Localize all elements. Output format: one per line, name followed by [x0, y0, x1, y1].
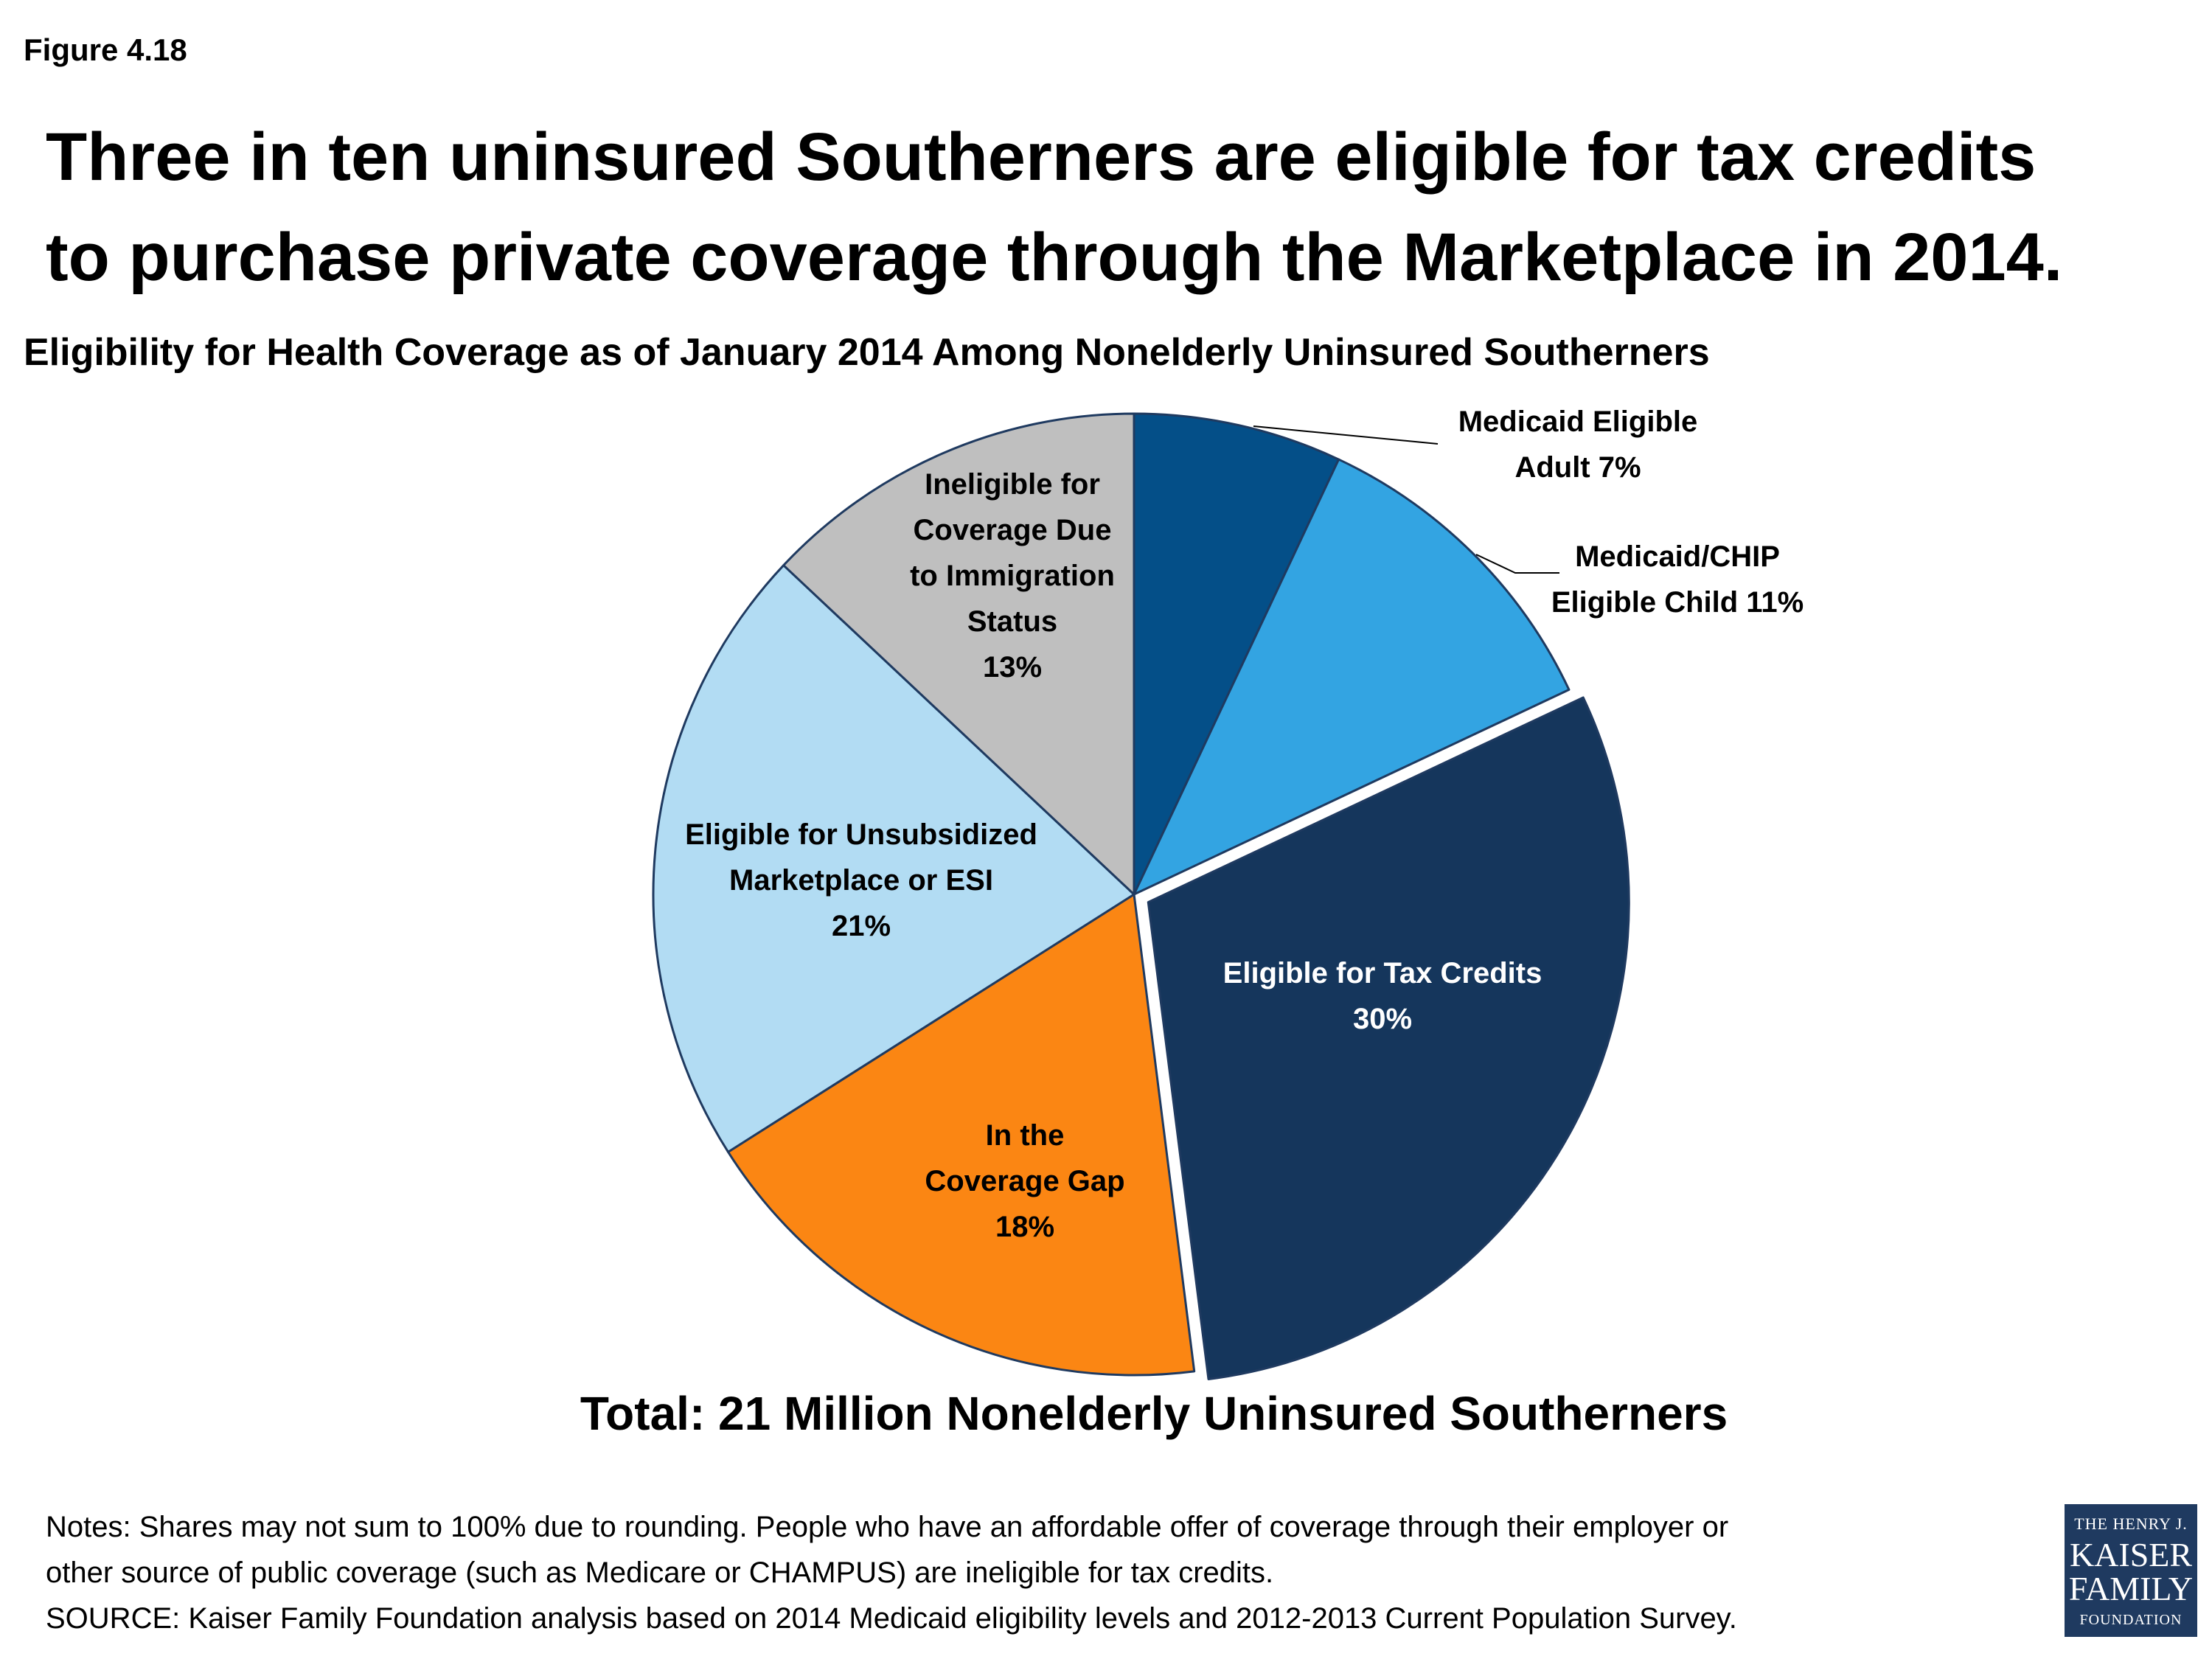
slice-label-unsubsidized: Eligible for Unsubsidized Marketplace or … — [685, 818, 1037, 942]
chart-total-label: Total: 21 Million Nonelderly Uninsured S… — [580, 1387, 1728, 1440]
source-line: SOURCE: Kaiser Family Foundation analysi… — [46, 1602, 1737, 1635]
notes-line-1: Notes: Shares may not sum to 100% due to… — [46, 1511, 1729, 1543]
slice-label-line: 21% — [832, 910, 891, 942]
figure-label: Figure 4.18 — [24, 32, 187, 67]
pie-slice-medicaid-child — [1133, 458, 1571, 896]
slice-label-line: Status — [967, 605, 1057, 638]
slice-label-tax-credits: Eligible for Tax Credits 30% — [1223, 957, 1543, 1035]
chart-title: Eligibility for Health Coverage as of Ja… — [24, 331, 1710, 374]
slice-label-line: Marketplace or ESI — [729, 864, 993, 897]
kff-logo: THE HENRY J. KAISER FAMILY FOUNDATION — [2065, 1504, 2197, 1637]
slice-label-coverage-gap: In the Coverage Gap 18% — [925, 1119, 1124, 1243]
pie-slice-coverage-gap — [726, 893, 1196, 1377]
slice-label-line: Coverage Due — [914, 514, 1112, 546]
slice-label-line: Ineligible for — [925, 468, 1100, 501]
slice-label-line: to Immigration — [910, 560, 1115, 592]
leader-line-medicaid-child — [1475, 554, 1559, 574]
title-line-2: to purchase private coverage through the… — [46, 220, 2063, 295]
pie-slice-medicaid-adult — [1133, 412, 1340, 896]
logo-line-1: THE HENRY J. — [2074, 1514, 2188, 1533]
pie-slice-unsubsidized — [652, 564, 1135, 1153]
slice-label-line: Medicaid/CHIP — [1575, 540, 1780, 573]
slice-label-line: 13% — [983, 651, 1042, 684]
logo-line-2: KAISER — [2069, 1536, 2193, 1573]
pie-slice-immigration — [782, 412, 1135, 896]
slice-label-line: Eligible for Unsubsidized — [685, 818, 1037, 851]
slice-labels: Medicaid Eligible Adult 7% Medicaid/CHIP El… — [685, 406, 1804, 1243]
slice-label-line: In the — [986, 1119, 1065, 1152]
logo-line-4: FOUNDATION — [2079, 1612, 2183, 1628]
slice-label-line: 30% — [1353, 1003, 1412, 1035]
slice-label-immigration: Ineligible for Coverage Due to Immigration… — [910, 468, 1115, 684]
slice-label-line: Eligible for Tax Credits — [1223, 957, 1543, 990]
title-line-1: Three in ten uninsured Southerners are e… — [46, 119, 2037, 195]
slice-label-line: 18% — [995, 1211, 1054, 1243]
slice-label-line: Eligible Child 11% — [1551, 586, 1804, 619]
leader-line-medicaid-adult — [1253, 425, 1439, 445]
logo-line-3: FAMILY — [2068, 1570, 2194, 1607]
notes-line-2: other source of public coverage (such as… — [46, 1557, 1274, 1589]
slice-label-line: Coverage Gap — [925, 1165, 1124, 1197]
page-title: Three in ten uninsured Southerners are e… — [46, 107, 2184, 307]
slice-label-line: Adult 7% — [1514, 451, 1641, 484]
pie-slice-tax-credits — [1147, 696, 1630, 1380]
leader-lines — [1253, 425, 1559, 574]
slice-label-line: Medicaid Eligible — [1458, 406, 1698, 438]
slice-label-medicaid-adult: Medicaid Eligible Adult 7% — [1458, 406, 1698, 484]
pie-slices — [652, 412, 1630, 1380]
slice-label-medicaid-child: Medicaid/CHIP Eligible Child 11% — [1551, 540, 1804, 619]
notes-block: Notes: Shares may not sum to 100% due to… — [46, 1504, 2000, 1641]
